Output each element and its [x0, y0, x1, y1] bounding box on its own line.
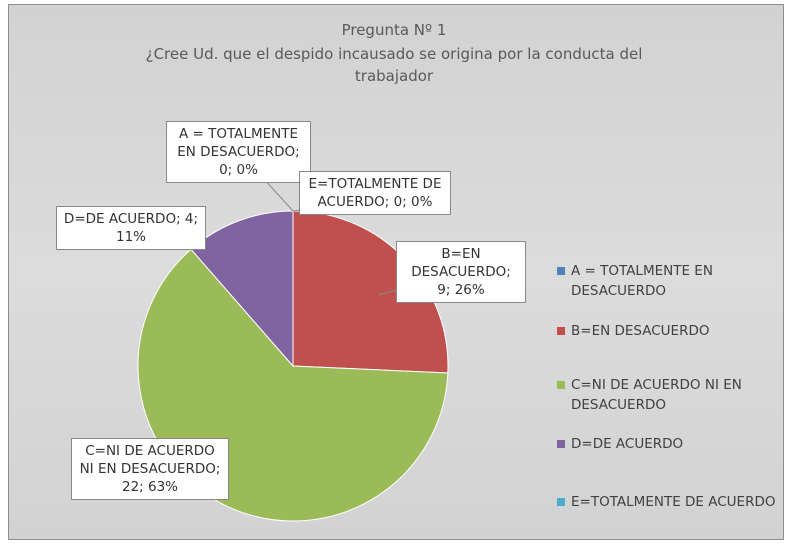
- legend-item: C=NI DE ACUERDO NI EN DESACUERDO: [557, 375, 783, 415]
- legend-key: [557, 498, 565, 506]
- legend-key: [557, 440, 565, 448]
- legend-item: B=EN DESACUERDO: [557, 321, 783, 341]
- chart-title: Pregunta Nº 1: [341, 21, 447, 39]
- legend-item: D=DE ACUERDO: [557, 434, 783, 454]
- legend-item: A = TOTALMENTE EN DESACUERDO: [557, 261, 783, 301]
- data-label: C=NI DE ACUERDO NI EN DESACUERDO; 22; 63…: [71, 438, 229, 500]
- chart-subtitle: ¿Cree Ud. que el despido incausado se or…: [145, 45, 643, 85]
- data-label: E=TOTALMENTE DE ACUERDO; 0; 0%: [299, 171, 451, 215]
- legend-item: E=TOTALMENTE DE ACUERDO: [557, 492, 783, 512]
- chart: Pregunta Nº 1 ¿Cree Ud. que el despido i…: [8, 4, 784, 540]
- legend-key: [557, 267, 565, 275]
- legend-key: [557, 381, 565, 389]
- data-label: B=EN DESACUERDO; 9; 26%: [396, 241, 526, 303]
- data-label: D=DE ACUERDO; 4; 11%: [56, 206, 206, 250]
- data-label: A = TOTALMENTE EN DESACUERDO; 0; 0%: [166, 121, 311, 183]
- legend-key: [557, 327, 565, 335]
